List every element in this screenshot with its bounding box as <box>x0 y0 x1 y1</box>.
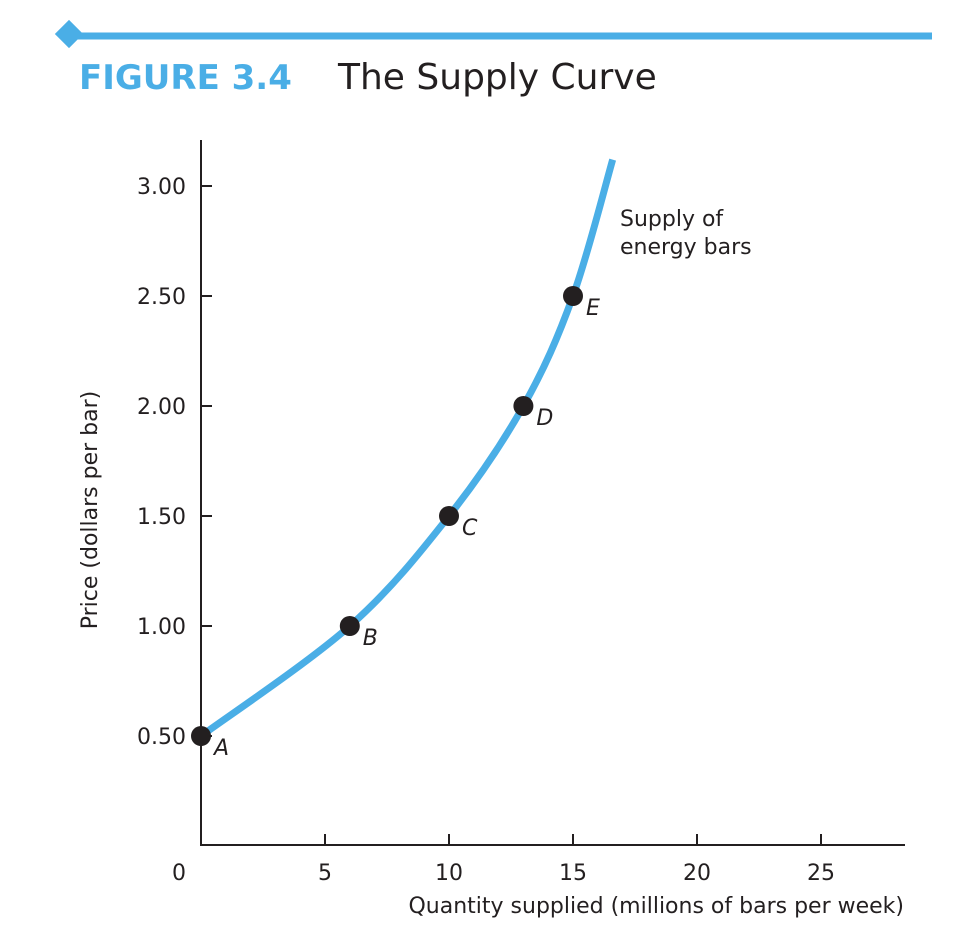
y-tick-label: 1.00 <box>137 615 186 640</box>
x-axis-ticks: 0 5 10 15 20 25 <box>172 834 835 886</box>
data-point-b <box>339 616 360 636</box>
y-tick-label: 3.00 <box>137 175 186 200</box>
point-label-c: C <box>462 516 478 541</box>
point-label-d: D <box>536 406 553 431</box>
x-tick-label: 0 <box>172 861 186 886</box>
point-label-a: A <box>212 736 229 761</box>
y-tick-label: 0.50 <box>137 725 186 750</box>
x-tick-label: 5 <box>318 861 332 886</box>
x-tick-label: 15 <box>559 861 587 886</box>
data-point-a <box>191 726 211 746</box>
supply-curve-line <box>198 158 617 739</box>
x-axis-title: Quantity supplied (millions of bars per … <box>408 894 904 919</box>
figure-title: The Supply Curve <box>337 57 657 98</box>
supply-series: A B C D E Supply of energy bars <box>191 158 752 761</box>
x-tick-label: 25 <box>807 861 835 886</box>
point-label-b: B <box>363 626 378 651</box>
x-tick-label: 20 <box>683 861 711 886</box>
series-label-line-2: energy bars <box>620 235 752 260</box>
y-tick-label: 1.50 <box>137 505 186 530</box>
figure-header: FIGURE 3.4 The Supply Curve <box>54 19 932 98</box>
data-point-d <box>513 396 534 416</box>
axes: 0.50 1.00 1.50 2.00 2.50 3.00 0 5 10 15 20 25 Pric… <box>78 140 905 919</box>
y-tick-label: 2.00 <box>137 395 186 420</box>
series-label-line-1: Supply of <box>620 207 724 232</box>
data-point-c <box>439 506 459 526</box>
series-label: Supply of energy bars <box>620 207 752 260</box>
supply-points: A B C D E <box>191 286 600 761</box>
figure-label: FIGURE 3.4 <box>79 58 292 98</box>
y-axis-title: Price (dollars per bar) <box>78 391 103 630</box>
x-tick-label: 10 <box>435 861 463 886</box>
point-label-e: E <box>586 296 600 321</box>
y-tick-label: 2.50 <box>137 285 186 310</box>
data-point-e <box>563 286 583 306</box>
y-axis-ticks: 0.50 1.00 1.50 2.00 2.50 3.00 <box>137 175 212 750</box>
